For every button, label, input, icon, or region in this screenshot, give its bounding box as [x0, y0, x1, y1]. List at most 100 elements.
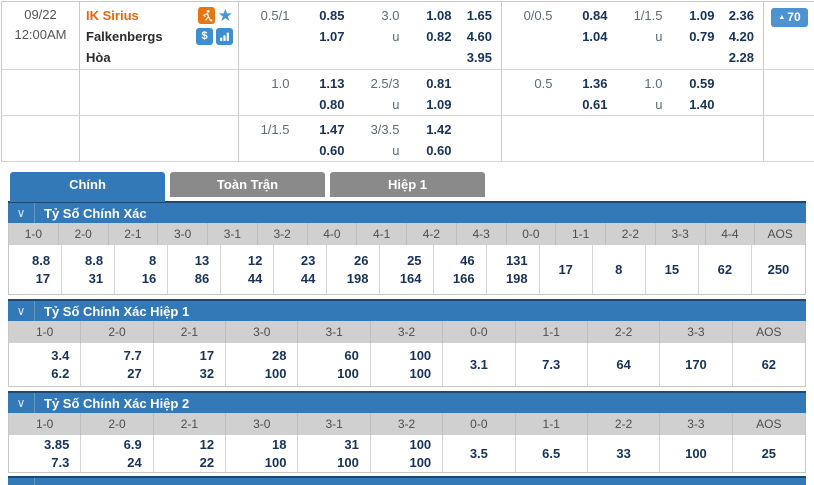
score-odds-cell[interactable]: 3.1 — [443, 343, 516, 386]
score-odds-value[interactable]: 7.3 — [51, 454, 70, 470]
score-odds-cell[interactable]: 62 — [699, 245, 752, 294]
score-odds-cell[interactable]: 26 198 — [327, 245, 381, 294]
score-odds-cell[interactable]: 100 100 — [371, 343, 444, 386]
x12-odds-cell[interactable] — [460, 69, 502, 116]
score-odds-value[interactable]: 23 — [300, 252, 316, 268]
score-odds-value[interactable]: 8.8 — [85, 252, 104, 268]
score-odds-value[interactable]: 6.5 — [542, 445, 561, 461]
x12-odds[interactable]: 3.95 — [466, 50, 492, 65]
handicap-odds-cell[interactable]: 1.47 0.60 — [298, 115, 354, 162]
ou-odds[interactable]: 1.42 — [426, 122, 452, 137]
section-header-bar[interactable]: ∨ Tỷ Số Chính Xác — [8, 201, 806, 223]
score-odds-value[interactable]: 46 — [460, 252, 475, 268]
score-odds-cell[interactable]: 100 — [660, 435, 733, 472]
score-odds-value[interactable]: 100 — [409, 436, 432, 452]
score-odds-cell[interactable]: 12 22 — [154, 435, 227, 472]
score-odds-cell[interactable]: 8.8 17 — [9, 245, 63, 294]
score-odds-value[interactable]: 100 — [264, 365, 287, 381]
ou-odds[interactable]: 1.09 — [689, 8, 715, 23]
x12-odds[interactable]: 2.36 — [728, 8, 754, 23]
score-odds-cell[interactable]: 3.85 7.3 — [9, 435, 82, 472]
score-odds-cell[interactable]: 17 — [540, 245, 593, 294]
score-odds-cell[interactable]: 23 44 — [274, 245, 328, 294]
ou-odds[interactable]: 0.60 — [426, 143, 452, 158]
score-odds-cell[interactable]: 8 — [593, 245, 646, 294]
score-odds-cell[interactable]: 17 32 — [154, 343, 227, 386]
handicap-odds-cell[interactable]: 1.36 0.61 — [561, 69, 617, 116]
score-odds-cell[interactable]: 250 — [752, 245, 805, 294]
score-odds-value[interactable]: 198 — [346, 270, 369, 286]
ou-odds[interactable]: 0.82 — [426, 29, 452, 44]
x12-odds-cell[interactable]: 2.36 4.20 2.28 — [723, 1, 764, 70]
money-icon[interactable]: $ — [196, 28, 213, 45]
score-odds-cell[interactable]: 46 166 — [434, 245, 487, 294]
score-odds-value[interactable]: 6.2 — [51, 365, 70, 381]
chevron-down-icon[interactable]: ∨ — [8, 393, 35, 413]
ou-odds[interactable]: 1.08 — [426, 8, 452, 23]
tab-hiep-1[interactable]: Hiệp 1 — [330, 172, 485, 197]
score-odds-cell[interactable]: 3.4 6.2 — [9, 343, 82, 386]
handicap-odds[interactable]: 0.84 — [582, 8, 608, 23]
handicap-odds[interactable]: 1.47 — [319, 122, 345, 137]
score-odds-value[interactable]: 6.9 — [123, 436, 142, 452]
star-icon[interactable]: ★ — [217, 6, 233, 25]
score-odds-value[interactable]: 8 — [148, 252, 157, 268]
live-player-icon[interactable] — [197, 7, 215, 24]
score-odds-value[interactable]: 131 — [505, 252, 528, 268]
ou-odds-cell[interactable]: 1.42 0.60 — [408, 115, 461, 162]
score-odds-value[interactable]: 44 — [300, 270, 316, 286]
score-odds-cell[interactable]: 8.8 31 — [62, 245, 116, 294]
ou-odds-cell[interactable]: 1.09 0.79 — [671, 1, 724, 70]
score-odds-value[interactable]: 17 — [35, 270, 51, 286]
score-odds-cell[interactable]: 25 — [733, 435, 805, 472]
away-team-name[interactable]: Falkenbergs — [86, 29, 163, 44]
handicap-odds[interactable]: 0.85 — [319, 8, 345, 23]
score-odds-cell[interactable]: 100 100 — [371, 435, 444, 472]
score-odds-value[interactable]: 44 — [247, 270, 263, 286]
score-odds-value[interactable]: 164 — [399, 270, 422, 286]
score-odds-value[interactable]: 3.4 — [51, 347, 70, 363]
ou-odds-cell[interactable]: 1.08 0.82 — [408, 1, 461, 70]
tab-chinh[interactable]: Chính — [10, 172, 165, 202]
score-odds-value[interactable]: 16 — [141, 270, 157, 286]
score-odds-cell[interactable]: 7.3 — [516, 343, 588, 386]
ou-odds-cell[interactable]: 0.81 1.09 — [408, 69, 461, 116]
score-odds-value[interactable]: 13 — [194, 252, 210, 268]
score-odds-cell[interactable]: 3.5 — [443, 435, 516, 472]
score-odds-cell[interactable]: 64 — [588, 343, 661, 386]
x12-odds[interactable]: 2.28 — [728, 50, 754, 65]
score-odds-value[interactable]: 22 — [199, 454, 215, 470]
score-odds-value[interactable]: 86 — [194, 270, 210, 286]
score-odds-value[interactable]: 198 — [505, 270, 528, 286]
score-odds-value[interactable]: 64 — [616, 356, 631, 372]
score-odds-value[interactable]: 7.7 — [123, 347, 142, 363]
stats-bars-icon[interactable] — [216, 28, 233, 45]
ou-odds[interactable]: 0.79 — [689, 29, 715, 44]
score-odds-value[interactable]: 12 — [199, 436, 215, 452]
score-odds-cell[interactable]: 131 198 — [487, 245, 540, 294]
chevron-down-icon[interactable]: ∨ — [8, 203, 35, 223]
score-odds-value[interactable]: 62 — [761, 356, 777, 372]
handicap-odds-cell[interactable] — [561, 115, 617, 162]
handicap-odds[interactable]: 1.04 — [582, 29, 608, 44]
ou-odds[interactable]: 1.09 — [426, 97, 452, 112]
score-odds-cell[interactable]: 15 — [646, 245, 699, 294]
score-odds-value[interactable]: 12 — [247, 252, 263, 268]
score-odds-value[interactable]: 170 — [685, 356, 707, 372]
x12-odds-cell[interactable]: 1.65 4.60 3.95 — [460, 1, 502, 70]
score-odds-value[interactable]: 28 — [271, 347, 287, 363]
score-odds-cell[interactable]: 8 16 — [115, 245, 169, 294]
score-odds-value[interactable]: 166 — [452, 270, 475, 286]
score-odds-value[interactable]: 26 — [353, 252, 369, 268]
score-odds-value[interactable]: 3.5 — [469, 445, 488, 461]
score-odds-value[interactable]: 62 — [717, 261, 733, 277]
score-odds-cell[interactable]: 33 — [588, 435, 661, 472]
x12-odds[interactable]: 4.60 — [466, 29, 492, 44]
score-odds-cell[interactable]: 60 100 — [298, 343, 371, 386]
ou-odds[interactable]: 0.81 — [426, 76, 452, 91]
handicap-odds[interactable]: 0.61 — [582, 97, 608, 112]
handicap-odds-cell[interactable]: 0.84 1.04 — [561, 1, 617, 70]
score-odds-value[interactable]: 27 — [127, 365, 142, 381]
score-odds-cell[interactable]: 28 100 — [226, 343, 299, 386]
score-odds-cell[interactable]: 13 86 — [168, 245, 222, 294]
